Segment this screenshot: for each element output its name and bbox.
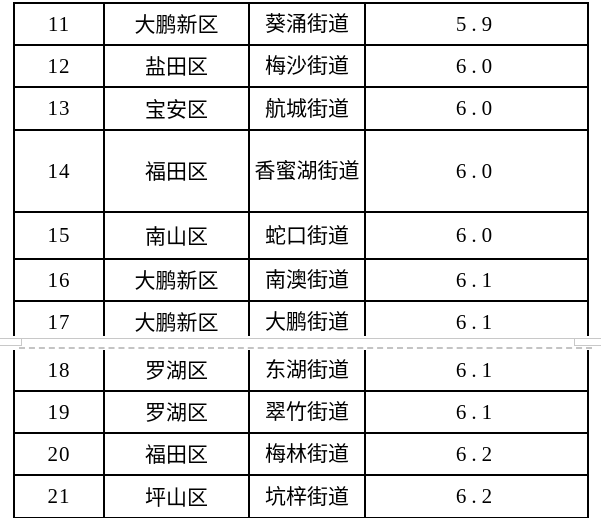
cell-rank: 14 [13,129,105,213]
cell-district: 大鹏新区 [103,258,250,302]
cell-street: 翠竹街道 [248,390,366,434]
cell-rank: 19 [13,390,105,434]
cell-value: 6.0 [364,44,589,88]
cell-district: 福田区 [103,432,250,476]
page-corner-left [0,338,22,346]
cell-street: 葵涌街道 [248,2,366,46]
district-street-table-page1: 11 大鹏新区 葵涌街道 5.9 12 盐田区 梅沙街道 6.0 13 宝安区 航城街道 6.0 14 福… [13,2,589,344]
cell-street: 航城街道 [248,86,366,131]
table-row: 12 盐田区 梅沙街道 6.0 [13,44,589,88]
table-row: 14 福田区 香蜜湖街道 6.0 [13,129,589,213]
cell-street: 坑梓街道 [248,474,366,518]
page-corner-right [574,338,601,346]
cell-rank: 18 [13,350,105,392]
cell-value: 6.0 [364,211,589,260]
page-break [0,336,601,350]
cell-rank: 21 [13,474,105,518]
cell-value: 6.0 [364,86,589,131]
cell-street: 香蜜湖街道 [248,129,366,213]
cell-street: 南澳街道 [248,258,366,302]
table-row: 15 南山区 蛇口街道 6.0 [13,211,589,260]
cell-value: 6.1 [364,258,589,302]
cell-value: 6.2 [364,432,589,476]
cell-district: 罗湖区 [103,350,250,392]
table-row: 11 大鹏新区 葵涌街道 5.9 [13,2,589,46]
table-row: 16 大鹏新区 南澳街道 6.1 [13,258,589,302]
cell-rank: 13 [13,86,105,131]
table-row: 20 福田区 梅林街道 6.2 [13,432,589,476]
cell-district: 盐田区 [103,44,250,88]
cell-district: 南山区 [103,211,250,260]
cell-district: 福田区 [103,129,250,213]
cell-value: 6.1 [364,390,589,434]
cell-value: 5.9 [364,2,589,46]
table-body-page1: 11 大鹏新区 葵涌街道 5.9 12 盐田区 梅沙街道 6.0 13 宝安区 航城街道 6.0 14 福… [13,2,589,344]
cell-district: 坪山区 [103,474,250,518]
cell-district: 宝安区 [103,86,250,131]
cell-rank: 15 [13,211,105,260]
cell-rank: 16 [13,258,105,302]
table-continuation-dashed-line [19,347,592,349]
cell-value: 6.2 [364,474,589,518]
table-row: 19 罗湖区 翠竹街道 6.1 [13,390,589,434]
cell-street: 梅沙街道 [248,44,366,88]
cell-district: 罗湖区 [103,390,250,434]
district-street-table-page2: 18 罗湖区 东湖街道 6.1 19 罗湖区 翠竹街道 6.1 20 福田区 梅林街道 6.2 21 坪山… [13,350,589,518]
page-edge-line [0,338,601,339]
cell-street: 蛇口街道 [248,211,366,260]
cell-value: 6.0 [364,129,589,213]
cell-value: 6.1 [364,350,589,392]
table-row: 18 罗湖区 东湖街道 6.1 [13,350,589,392]
cell-district: 大鹏新区 [103,2,250,46]
table-row: 21 坪山区 坑梓街道 6.2 [13,474,589,518]
cell-rank: 11 [13,2,105,46]
cell-street: 梅林街道 [248,432,366,476]
table-row: 13 宝安区 航城街道 6.0 [13,86,589,131]
table-body-page2: 18 罗湖区 东湖街道 6.1 19 罗湖区 翠竹街道 6.1 20 福田区 梅林街道 6.2 21 坪山… [13,350,589,518]
cell-street: 东湖街道 [248,350,366,392]
cell-rank: 12 [13,44,105,88]
cell-rank: 20 [13,432,105,476]
